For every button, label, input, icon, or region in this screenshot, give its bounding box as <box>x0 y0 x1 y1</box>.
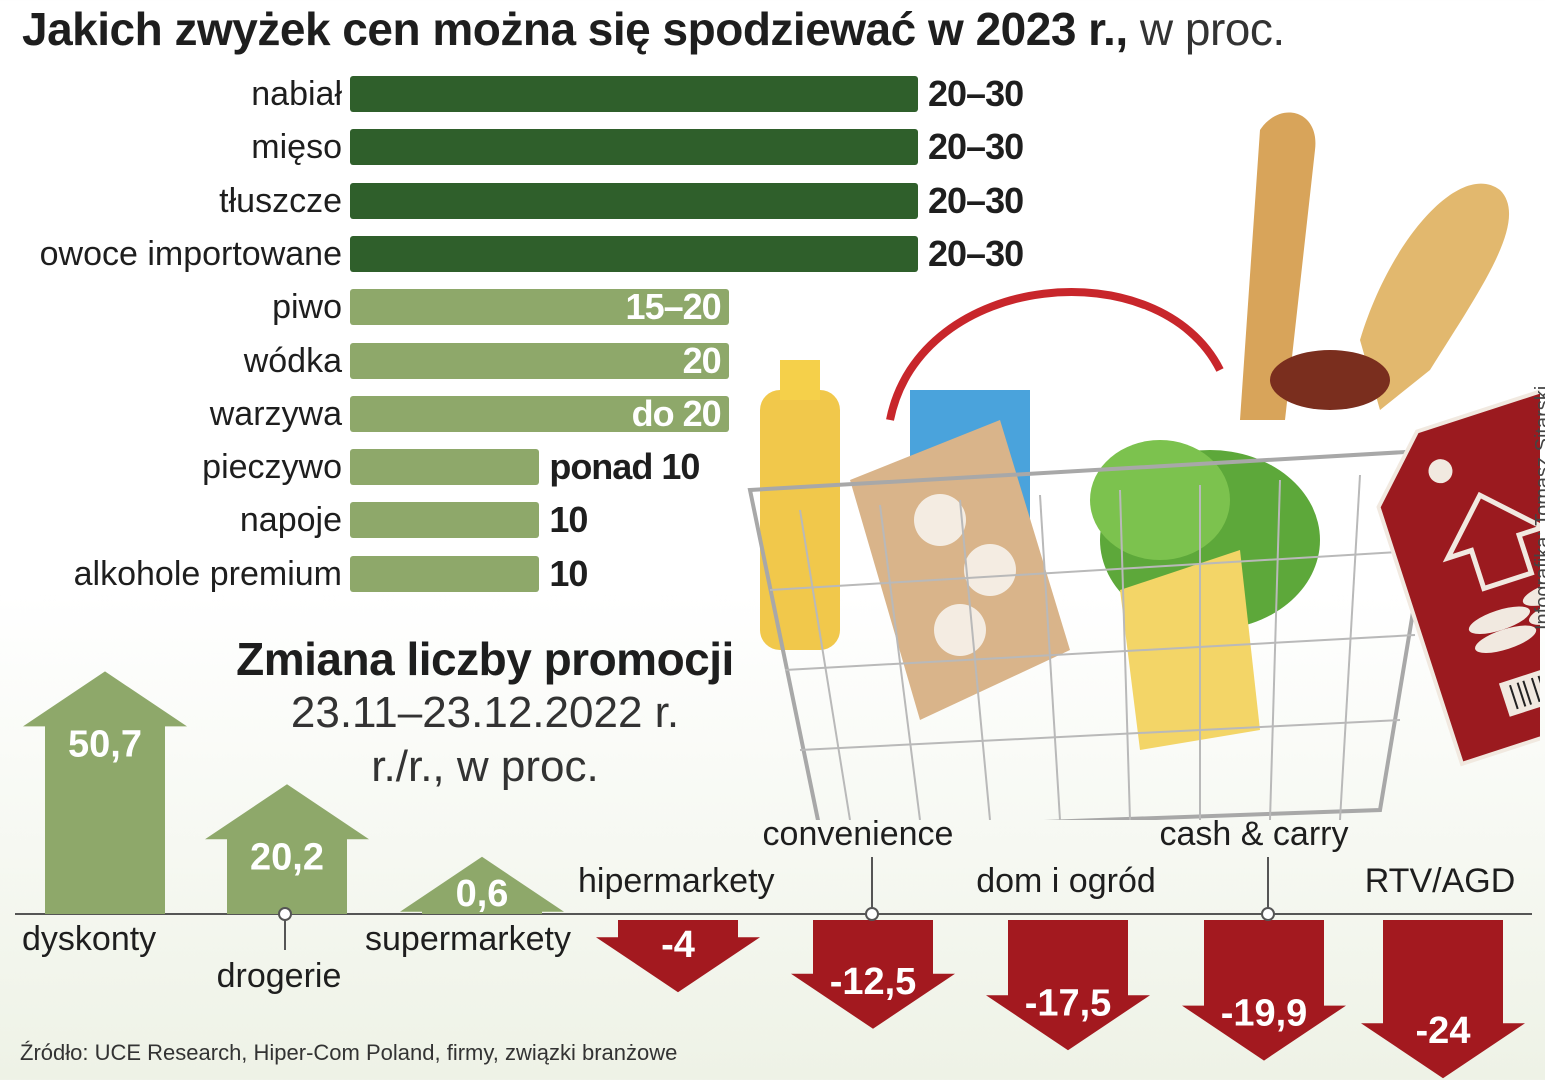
category-label: tłuszcze <box>219 181 342 220</box>
promo-arrow: -4 <box>596 920 760 993</box>
promo-arrow: 50,7 <box>23 671 187 914</box>
promo-value-label: -12,5 <box>830 961 917 1003</box>
promo-category-label: RTV/AGD <box>1365 862 1516 900</box>
promo-arrow: -19,9 <box>1182 920 1346 1061</box>
bar <box>350 129 918 166</box>
bar <box>350 395 729 432</box>
bar-value-label: 10 <box>549 552 588 594</box>
bar <box>350 555 540 592</box>
bar-value-label: 20–30 <box>928 179 1024 221</box>
category-label: napoje <box>239 501 342 540</box>
promo-value-label: -24 <box>1416 1010 1471 1052</box>
promo-category-label: drogerie <box>217 957 342 995</box>
promo-value-label: -19,9 <box>1221 993 1308 1035</box>
bar-value-label: ponad 10 <box>549 446 700 488</box>
infographic-credit: Infografika: Tomasz Sitarski <box>1532 385 1545 630</box>
bar-value-label: 20–30 <box>928 126 1024 168</box>
promo-value-label: 20,2 <box>250 836 324 878</box>
category-label: alkohole premium <box>73 554 342 593</box>
category-label: warzywa <box>209 394 342 433</box>
promo-value-label: 50,7 <box>68 723 142 765</box>
promo-arrow: 0,6 <box>400 856 564 915</box>
bar <box>350 502 540 539</box>
source-note: Źródło: UCE Research, Hiper-Com Poland, … <box>20 1040 678 1065</box>
shopping-basket-illustration <box>747 112 1540 820</box>
bar-value-label: 20–30 <box>928 232 1024 274</box>
promo-chart-unit: r./r., w proc. <box>371 742 599 791</box>
promo-chart-period: 23.11–23.12.2022 r. <box>290 688 680 737</box>
label-dot <box>1261 907 1275 921</box>
page-title: Jakich zwyżek cen można się spodziewać w… <box>22 2 1285 56</box>
bar <box>350 342 729 379</box>
bar-value-label: do 20 <box>631 392 722 434</box>
promo-chart-title: Zmiana liczby promocji <box>236 633 734 685</box>
bar-value-label: 10 <box>549 499 588 541</box>
category-label: piwo <box>272 288 342 327</box>
promo-category-label: dyskonty <box>22 920 156 958</box>
promo-value-label: -17,5 <box>1025 982 1112 1024</box>
title-unit: w proc. <box>1139 3 1285 55</box>
label-dot <box>865 907 879 921</box>
bar <box>350 76 918 112</box>
bar-value-label: 20–30 <box>928 73 1024 114</box>
bar-value-label: 20 <box>682 339 722 381</box>
category-label: mięso <box>251 128 342 167</box>
promo-category-label: supermarkety <box>365 920 571 958</box>
bar <box>350 449 540 486</box>
promo-arrow: -24 <box>1361 920 1525 1079</box>
promo-value-label: -4 <box>661 924 695 966</box>
bar <box>350 235 918 272</box>
promo-arrow: 20,2 <box>205 784 369 914</box>
category-label: wódka <box>243 341 342 380</box>
category-label: pieczywo <box>202 448 342 487</box>
promo-arrow: -17,5 <box>986 920 1150 1051</box>
promo-arrow: -12,5 <box>791 920 955 1029</box>
bar-value-label: 15–20 <box>625 286 722 328</box>
promo-category-label: dom i ogród <box>976 862 1156 900</box>
promo-category-label: cash & carry <box>1160 815 1349 853</box>
label-dot <box>278 907 292 921</box>
promo-category-label: convenience <box>763 815 954 853</box>
promo-category-label: hipermarkety <box>578 862 775 900</box>
bar <box>350 289 729 326</box>
category-label: owoce importowane <box>39 234 342 273</box>
bar <box>350 182 918 219</box>
title-main: Jakich zwyżek cen można się spodziewać w… <box>22 3 1128 55</box>
category-label: nabiał <box>251 75 342 113</box>
promo-value-label: 0,6 <box>456 873 509 915</box>
